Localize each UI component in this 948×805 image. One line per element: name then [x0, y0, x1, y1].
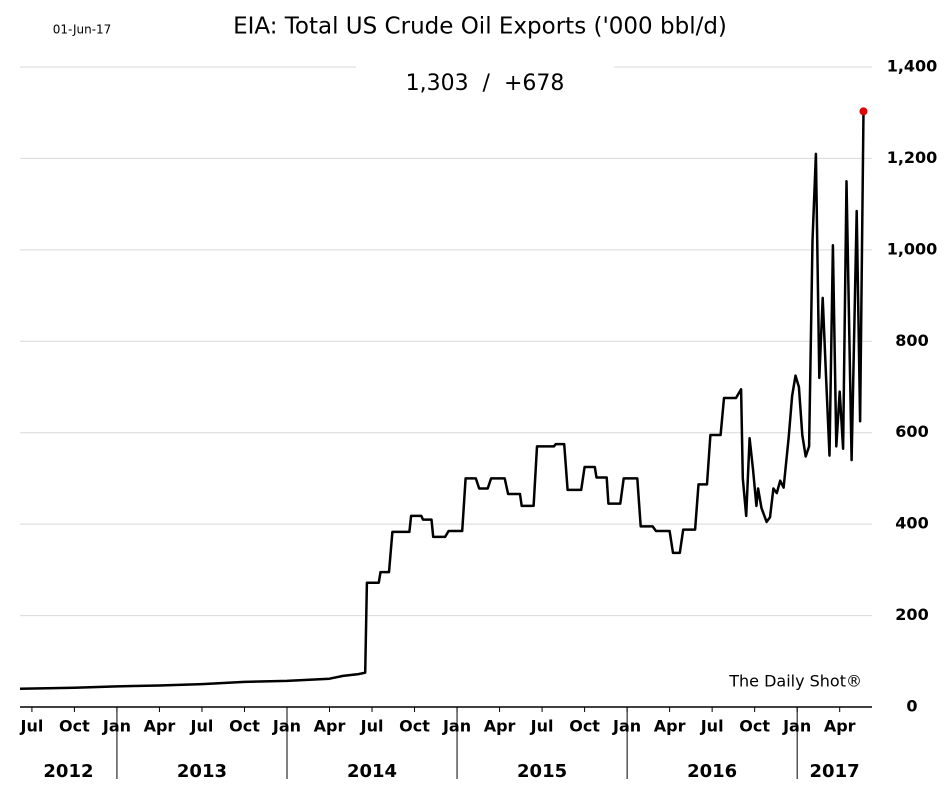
source: The Daily Shot® — [728, 672, 862, 691]
x-tick-label: Oct — [229, 717, 260, 736]
x-tick-label: Jul — [700, 717, 724, 736]
x-tick-label: Apr — [484, 717, 516, 736]
data-line — [19, 111, 865, 690]
x-tick-label: Jul — [190, 717, 214, 736]
y-tick-label: 1,200 — [887, 148, 938, 167]
last-point — [859, 107, 868, 116]
x-tick-label: Oct — [569, 717, 600, 736]
y-tick-label: 800 — [895, 331, 928, 350]
x-tick-label: Apr — [144, 717, 176, 736]
x-tick-label: Jan — [102, 717, 131, 736]
x-tick-label: Jul — [360, 717, 384, 736]
year-label: 2015 — [517, 761, 567, 782]
y-tick-label: 1,400 — [887, 57, 938, 76]
subtitle: 1,303 / +678 — [406, 71, 565, 96]
date-note: 01-Jun-17 — [53, 23, 112, 37]
y-tick-label: 400 — [895, 514, 928, 533]
subtitle-box — [356, 55, 614, 105]
year-label: 2017 — [810, 761, 860, 782]
y-tick-label: 600 — [895, 422, 928, 441]
x-tick-label: Jul — [19, 717, 43, 736]
chart-title: EIA: Total US Crude Oil Exports ('000 bb… — [233, 14, 727, 40]
year-label: 2014 — [347, 761, 397, 782]
year-label: 2012 — [43, 761, 93, 782]
x-tick-label: Apr — [654, 717, 686, 736]
y-tick-label: 200 — [895, 605, 928, 624]
x-tick-label: Apr — [824, 717, 856, 736]
x-tick-label: Apr — [314, 717, 346, 736]
y-tick-label: 0 — [906, 697, 917, 716]
year-label: 2016 — [687, 761, 737, 782]
y-tick-label: 1,000 — [887, 239, 938, 258]
x-tick-label: Jul — [530, 717, 554, 736]
x-tick-label: Oct — [59, 717, 90, 736]
year-label: 2013 — [177, 761, 227, 782]
x-tick-label: Oct — [739, 717, 770, 736]
x-tick-label: Oct — [399, 717, 430, 736]
